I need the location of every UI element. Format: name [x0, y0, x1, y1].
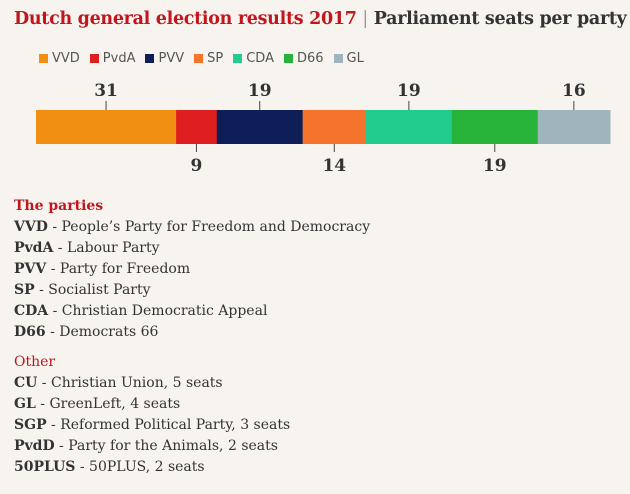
party-abbr: PvdA [14, 240, 54, 256]
party-row: PvdD - Party for the Animals, 2 seats [14, 436, 370, 457]
party-row: SGP - Reformed Political Party, 3 seats [14, 415, 370, 436]
party-desc: - Party for the Animals, 2 seats [54, 438, 278, 454]
party-desc: - Christian Democratic Appeal [48, 303, 268, 319]
party-abbr: PVV [14, 261, 47, 277]
party-abbr: CU [14, 375, 38, 391]
parties-heading: The parties [14, 198, 104, 214]
chart-title-main: Dutch general election results 2017 [14, 9, 357, 29]
legend-item-vvd: VVD [39, 51, 80, 66]
legend-label: D66 [296, 51, 324, 66]
party-row: PVV - Party for Freedom [14, 259, 370, 280]
party-row: PvdA - Labour Party [14, 238, 370, 259]
legend-item-sp: SP [194, 51, 223, 66]
party-desc: - Reformed Political Party, 3 seats [46, 417, 291, 433]
legend-swatch [194, 54, 204, 63]
stacked-bar-chart: 31 9 19 14 19 19 16 [36, 81, 611, 175]
other-list: CU - Christian Union, 5 seats GL - GreenL… [14, 373, 370, 478]
legend-swatch [89, 54, 99, 63]
party-row: VVD - People’s Party for Freedom and Dem… [14, 217, 370, 238]
party-key: The parties VVD - People’s Party for Fre… [14, 196, 370, 478]
party-row: CDA - Christian Democratic Appeal [14, 301, 370, 322]
party-row: GL - GreenLeft, 4 seats [14, 394, 370, 415]
legend-item-pvda: PvdA [89, 51, 136, 66]
bar-segment-pvda [176, 110, 218, 144]
legend-item-d66: D66 [283, 51, 324, 66]
legend-label: VVD [52, 51, 80, 66]
legend-swatch [333, 54, 343, 63]
legend-label: GL [346, 51, 364, 66]
legend-swatch [283, 54, 293, 63]
legend-label: CDA [246, 51, 274, 66]
party-abbr: D66 [14, 324, 46, 340]
bar-segment-cda [365, 110, 453, 144]
legend-label: SP [207, 51, 224, 66]
value-label-pvda: 9 [191, 156, 203, 175]
bar-segment-gl [537, 110, 611, 144]
party-desc: - GreenLeft, 4 seats [35, 396, 181, 412]
party-desc: - 50PLUS, 2 seats [75, 459, 205, 475]
value-label-d66: 19 [483, 156, 507, 175]
chart-title-separator: | [362, 9, 368, 29]
party-desc: - People’s Party for Freedom and Democra… [47, 219, 371, 235]
legend-swatch [145, 54, 155, 63]
parties-list: VVD - People’s Party for Freedom and Dem… [14, 217, 370, 343]
value-label-sp: 14 [322, 156, 346, 175]
legend-swatch [233, 54, 243, 63]
legend-item-pvv: PVV [145, 51, 184, 66]
party-desc: - Democrats 66 [45, 324, 159, 340]
party-row: D66 - Democrats 66 [14, 322, 370, 343]
value-label-vvd: 31 [94, 81, 118, 101]
party-abbr: GL [14, 396, 36, 412]
party-abbr: CDA [14, 303, 49, 319]
party-desc: - Christian Union, 5 seats [37, 375, 223, 391]
chart-title: Dutch general election results 2017 | Pa… [14, 9, 627, 29]
legend-label: PVV [158, 51, 185, 66]
party-desc: - Party for Freedom [46, 261, 191, 277]
bar-segment-sp [302, 110, 367, 144]
party-desc: - Labour Party [53, 240, 160, 256]
party-row: SP - Socialist Party [14, 280, 370, 301]
party-abbr: SP [14, 282, 35, 298]
legend-swatch [39, 54, 48, 63]
party-row: CU - Christian Union, 5 seats [14, 373, 370, 394]
bar-segment-d66 [451, 110, 539, 144]
value-label-pvv: 19 [248, 81, 272, 101]
chart-legend: VVD PvdA PVV SP CDA D66 GL [39, 51, 374, 66]
bar-segment-pvv [216, 110, 304, 144]
party-abbr: VVD [14, 219, 48, 235]
bar-segment-vvd [36, 110, 177, 144]
legend-item-cda: CDA [233, 51, 274, 66]
legend-item-gl: GL [333, 51, 364, 66]
value-label-cda: 19 [397, 81, 421, 101]
party-desc: - Socialist Party [34, 282, 151, 298]
party-abbr: 50PLUS [14, 459, 76, 475]
party-abbr: PvdD [14, 438, 55, 454]
other-heading: Other [14, 354, 56, 370]
value-label-gl: 16 [562, 81, 586, 101]
legend-label: PvdA [102, 51, 136, 66]
chart-subtitle: Parliament seats per party [373, 9, 627, 29]
party-abbr: SGP [14, 417, 47, 433]
party-row: 50PLUS - 50PLUS, 2 seats [14, 457, 370, 478]
